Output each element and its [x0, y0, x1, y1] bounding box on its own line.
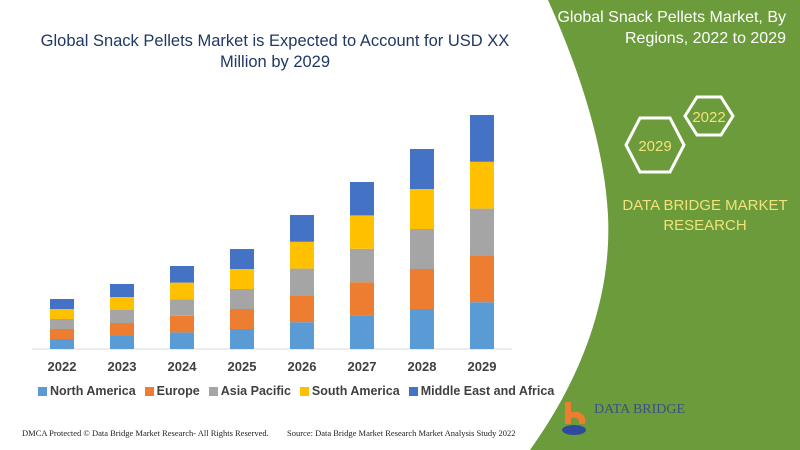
- legend-swatch: [299, 386, 309, 396]
- bar-segment-europe-2024: [170, 315, 194, 333]
- bar-segment-middle-east-and-africa-2022: [50, 299, 74, 309]
- bar-segment-asia-pacific-2029: [470, 208, 494, 256]
- bar-segment-asia-pacific-2023: [110, 310, 134, 323]
- legend-label: Europe: [156, 384, 200, 398]
- bar-segment-north-america-2029: [470, 302, 494, 349]
- legend-label: Asia Pacific: [220, 384, 291, 398]
- hex-2022-icon: 2022: [683, 95, 735, 137]
- logo-text: DATA BRIDGE: [594, 402, 686, 417]
- hex-2029-icon: 2029: [624, 116, 686, 174]
- legend-item: South America: [299, 384, 400, 398]
- bars: [50, 115, 494, 349]
- legend-swatch: [208, 386, 218, 396]
- bar-segment-middle-east-and-africa-2025: [230, 249, 254, 269]
- x-tick-label: 2024: [168, 359, 198, 374]
- bar-segment-asia-pacific-2022: [50, 319, 74, 329]
- legend-label: North America: [50, 384, 136, 398]
- bar-segment-asia-pacific-2026: [290, 268, 314, 296]
- bar-segment-europe-2023: [110, 323, 134, 336]
- bar-segment-north-america-2027: [350, 315, 374, 349]
- bar-segment-middle-east-and-africa-2024: [170, 266, 194, 283]
- bar-segment-middle-east-and-africa-2027: [350, 182, 374, 216]
- legend-swatch: [38, 386, 47, 396]
- bar-segment-south-america-2029: [470, 161, 494, 209]
- legend-label: Middle East and Africa: [420, 384, 555, 398]
- bar-segment-middle-east-and-africa-2026: [290, 215, 314, 242]
- logo-icon: [562, 402, 586, 435]
- x-tick-label: 2029: [468, 359, 497, 374]
- bar-segment-europe-2026: [290, 295, 314, 323]
- bar-segment-south-america-2024: [170, 282, 194, 300]
- bar-segment-south-america-2022: [50, 309, 74, 319]
- footer-copyright: DMCA Protected © Data Bridge Market Rese…: [22, 428, 269, 438]
- legend-item: Europe: [144, 384, 200, 398]
- bar-segment-north-america-2022: [50, 339, 74, 349]
- bar-segment-europe-2027: [350, 282, 374, 316]
- bar-segment-north-america-2023: [110, 336, 134, 349]
- bar-segment-europe-2029: [470, 255, 494, 303]
- bar-segment-middle-east-and-africa-2028: [410, 149, 434, 189]
- side-panel-title: Global Snack Pellets Market, By Regions,…: [557, 9, 786, 47]
- chart-title: Global Snack Pellets Market is Expected …: [40, 32, 510, 71]
- bar-segment-middle-east-and-africa-2029: [470, 115, 494, 162]
- bar-segment-south-america-2025: [230, 269, 254, 289]
- bar-segment-europe-2022: [50, 329, 74, 339]
- x-tick-label: 2026: [288, 359, 317, 374]
- x-tick-label: 2022: [48, 359, 77, 374]
- legend-item: Asia Pacific: [208, 384, 291, 398]
- x-tick-label: 2023: [108, 359, 137, 374]
- bar-segment-asia-pacific-2025: [230, 289, 254, 309]
- legend: North America Europe Asia Pacific South …: [38, 384, 554, 398]
- bar-segment-asia-pacific-2024: [170, 299, 194, 316]
- footer-source: Source: Data Bridge Market Research Mark…: [287, 428, 516, 438]
- x-tick-label: 2025: [228, 359, 257, 374]
- bar-segment-south-america-2028: [410, 189, 434, 229]
- bar-segment-north-america-2026: [290, 322, 314, 349]
- legend-swatch: [144, 386, 154, 396]
- bar-segment-north-america-2028: [410, 309, 434, 349]
- bar-segment-south-america-2026: [290, 241, 314, 269]
- hex-2029-label: 2029: [638, 138, 671, 155]
- bar-segment-europe-2025: [230, 309, 254, 329]
- brand-text: DATA BRIDGE MARKET RESEARCH: [622, 197, 788, 234]
- legend-label: South America: [311, 384, 400, 398]
- bar-segment-south-america-2023: [110, 297, 134, 310]
- legend-item: North America: [38, 384, 136, 398]
- x-tick-label: 2028: [408, 359, 437, 374]
- legend-item: Middle East and Africa: [408, 384, 555, 398]
- bar-segment-middle-east-and-africa-2023: [110, 284, 134, 297]
- hex-2022-label: 2022: [692, 109, 725, 126]
- legend-swatch: [408, 386, 418, 396]
- bar-segment-south-america-2027: [350, 215, 374, 249]
- bar-segment-north-america-2024: [170, 332, 194, 349]
- bar-segment-europe-2028: [410, 269, 434, 309]
- bar-segment-asia-pacific-2027: [350, 248, 374, 283]
- bar-segment-north-america-2025: [230, 329, 254, 349]
- x-tick-labels: 2022 2023 2024 2025 2026 2027 2028 2029: [48, 359, 497, 374]
- x-tick-label: 2027: [348, 359, 377, 374]
- bar-segment-asia-pacific-2028: [410, 229, 434, 269]
